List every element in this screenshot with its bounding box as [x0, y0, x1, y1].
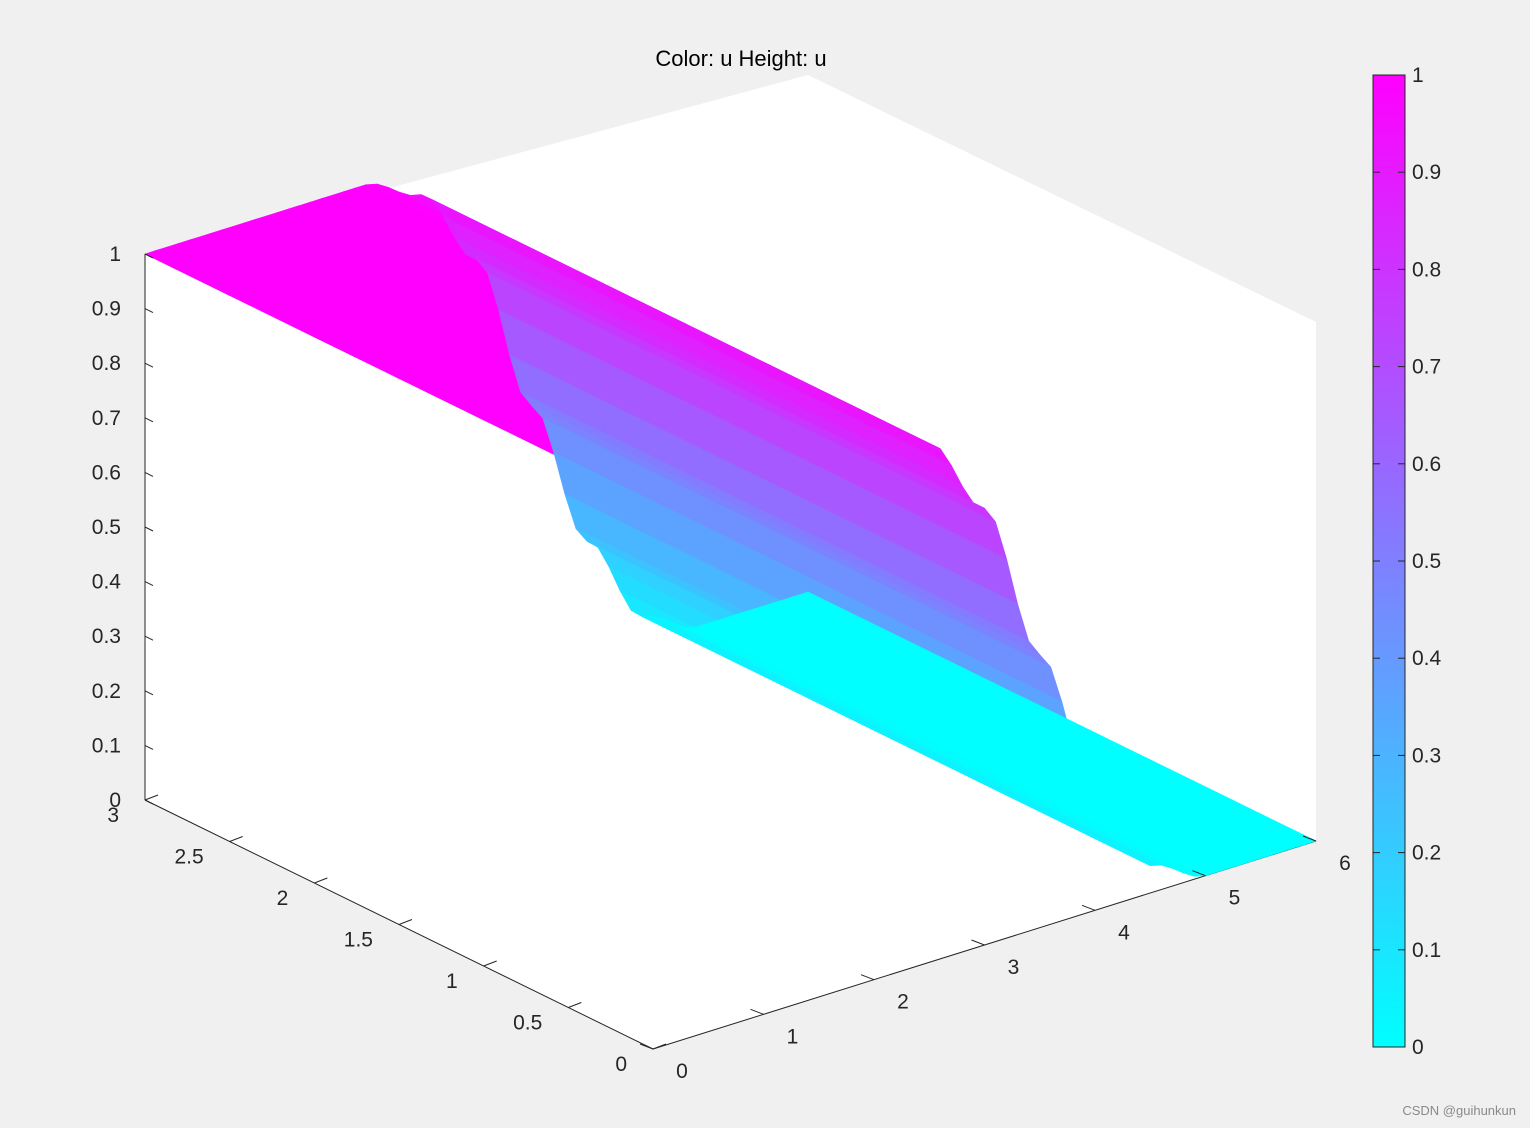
z-tick [144, 744, 154, 750]
x-tick [1302, 835, 1317, 842]
y-tick [568, 1002, 582, 1008]
colorbar-tick-label: 0.9 [1412, 161, 1441, 184]
z-tick-label: 0.4 [92, 571, 122, 594]
z-tick-label: 0.1 [92, 734, 121, 757]
colorbar-tick-label: 0.1 [1412, 939, 1441, 962]
z-tick [144, 581, 154, 587]
colorbar-tick-label: 0.2 [1412, 842, 1441, 865]
x-tick-label: 6 [1339, 852, 1351, 875]
watermark: CSDN @guihunkun [1402, 1103, 1516, 1118]
x-tick-label: 3 [1008, 956, 1020, 979]
y-tick [229, 836, 243, 842]
y-tick-label: 0.5 [513, 1012, 542, 1035]
z-tick-label: 0.3 [92, 625, 121, 648]
z-tick-label: 0.8 [92, 352, 121, 375]
z-tick-label: 1 [109, 243, 121, 266]
y-axis: 0 0.5 1 1.5 2 2.5 3 [107, 794, 667, 1076]
z-tick [144, 417, 154, 423]
z-tick-label: 0 [109, 789, 121, 812]
colorbar-tick-label: 0.3 [1412, 744, 1441, 767]
x-tick [1192, 870, 1206, 877]
x-tick [860, 974, 875, 981]
surface-patch [1219, 799, 1317, 845]
z-tick [144, 471, 154, 477]
x-tick [971, 939, 985, 946]
x-tick-label: 2 [897, 991, 909, 1014]
surface-plot [144, 183, 1317, 877]
x-tick-label: 1 [787, 1025, 799, 1048]
z-tick-label: 0.7 [92, 407, 121, 430]
y-tick [483, 960, 497, 967]
x-tick [639, 1043, 654, 1050]
z-tick [144, 799, 154, 805]
x-tick-label: 4 [1118, 921, 1130, 944]
chart-title: Color: u Height: u [655, 46, 826, 71]
z-tick-label: 0.6 [92, 461, 121, 484]
y-tick-label: 0 [615, 1053, 627, 1076]
z-tick [144, 308, 154, 314]
x-tick [750, 1008, 764, 1015]
z-tick [144, 253, 154, 259]
colorbar: 0 0.1 0.2 0.3 0.4 0.5 0.6 0.7 0.8 0.9 1 [1372, 64, 1442, 1059]
y-tick-label: 2 [277, 887, 289, 910]
colorbar-tick-label: 0.6 [1412, 453, 1441, 476]
y-tick [652, 1043, 667, 1050]
z-tick [144, 690, 154, 696]
y-tick-label: 1.5 [344, 929, 373, 952]
colorbar-tick-label: 1 [1412, 64, 1424, 87]
x-tick-label: 0 [676, 1060, 688, 1083]
y-tick [144, 794, 159, 801]
z-tick-label: 0.2 [92, 680, 121, 703]
y-tick-label: 3 [107, 804, 119, 827]
z-tick [144, 362, 154, 368]
z-tick-label: 0.9 [92, 298, 121, 321]
y-tick [398, 919, 413, 925]
z-tick [144, 526, 154, 532]
colorbar-tick-label: 0.7 [1412, 356, 1441, 379]
colorbar-tick-label: 0.8 [1412, 258, 1441, 281]
x-axis: 0 1 2 3 4 5 6 [639, 835, 1351, 1083]
colorbar-tick-label: 0.5 [1412, 550, 1441, 573]
colorbar-tick-label: 0.4 [1412, 647, 1442, 670]
z-tick [144, 635, 154, 641]
x-tick [1081, 904, 1096, 911]
x-tick-label: 5 [1229, 887, 1241, 910]
z-axis: 0 0.1 0.2 0.3 0.4 0.5 0.6 0.7 0.8 0.9 1 [92, 243, 154, 812]
y-tick-label: 1 [446, 970, 458, 993]
colorbar-tick-label: 0 [1412, 1036, 1424, 1059]
z-tick-label: 0.5 [92, 516, 121, 539]
y-tick [314, 877, 328, 884]
y-tick-label: 2.5 [174, 846, 203, 869]
